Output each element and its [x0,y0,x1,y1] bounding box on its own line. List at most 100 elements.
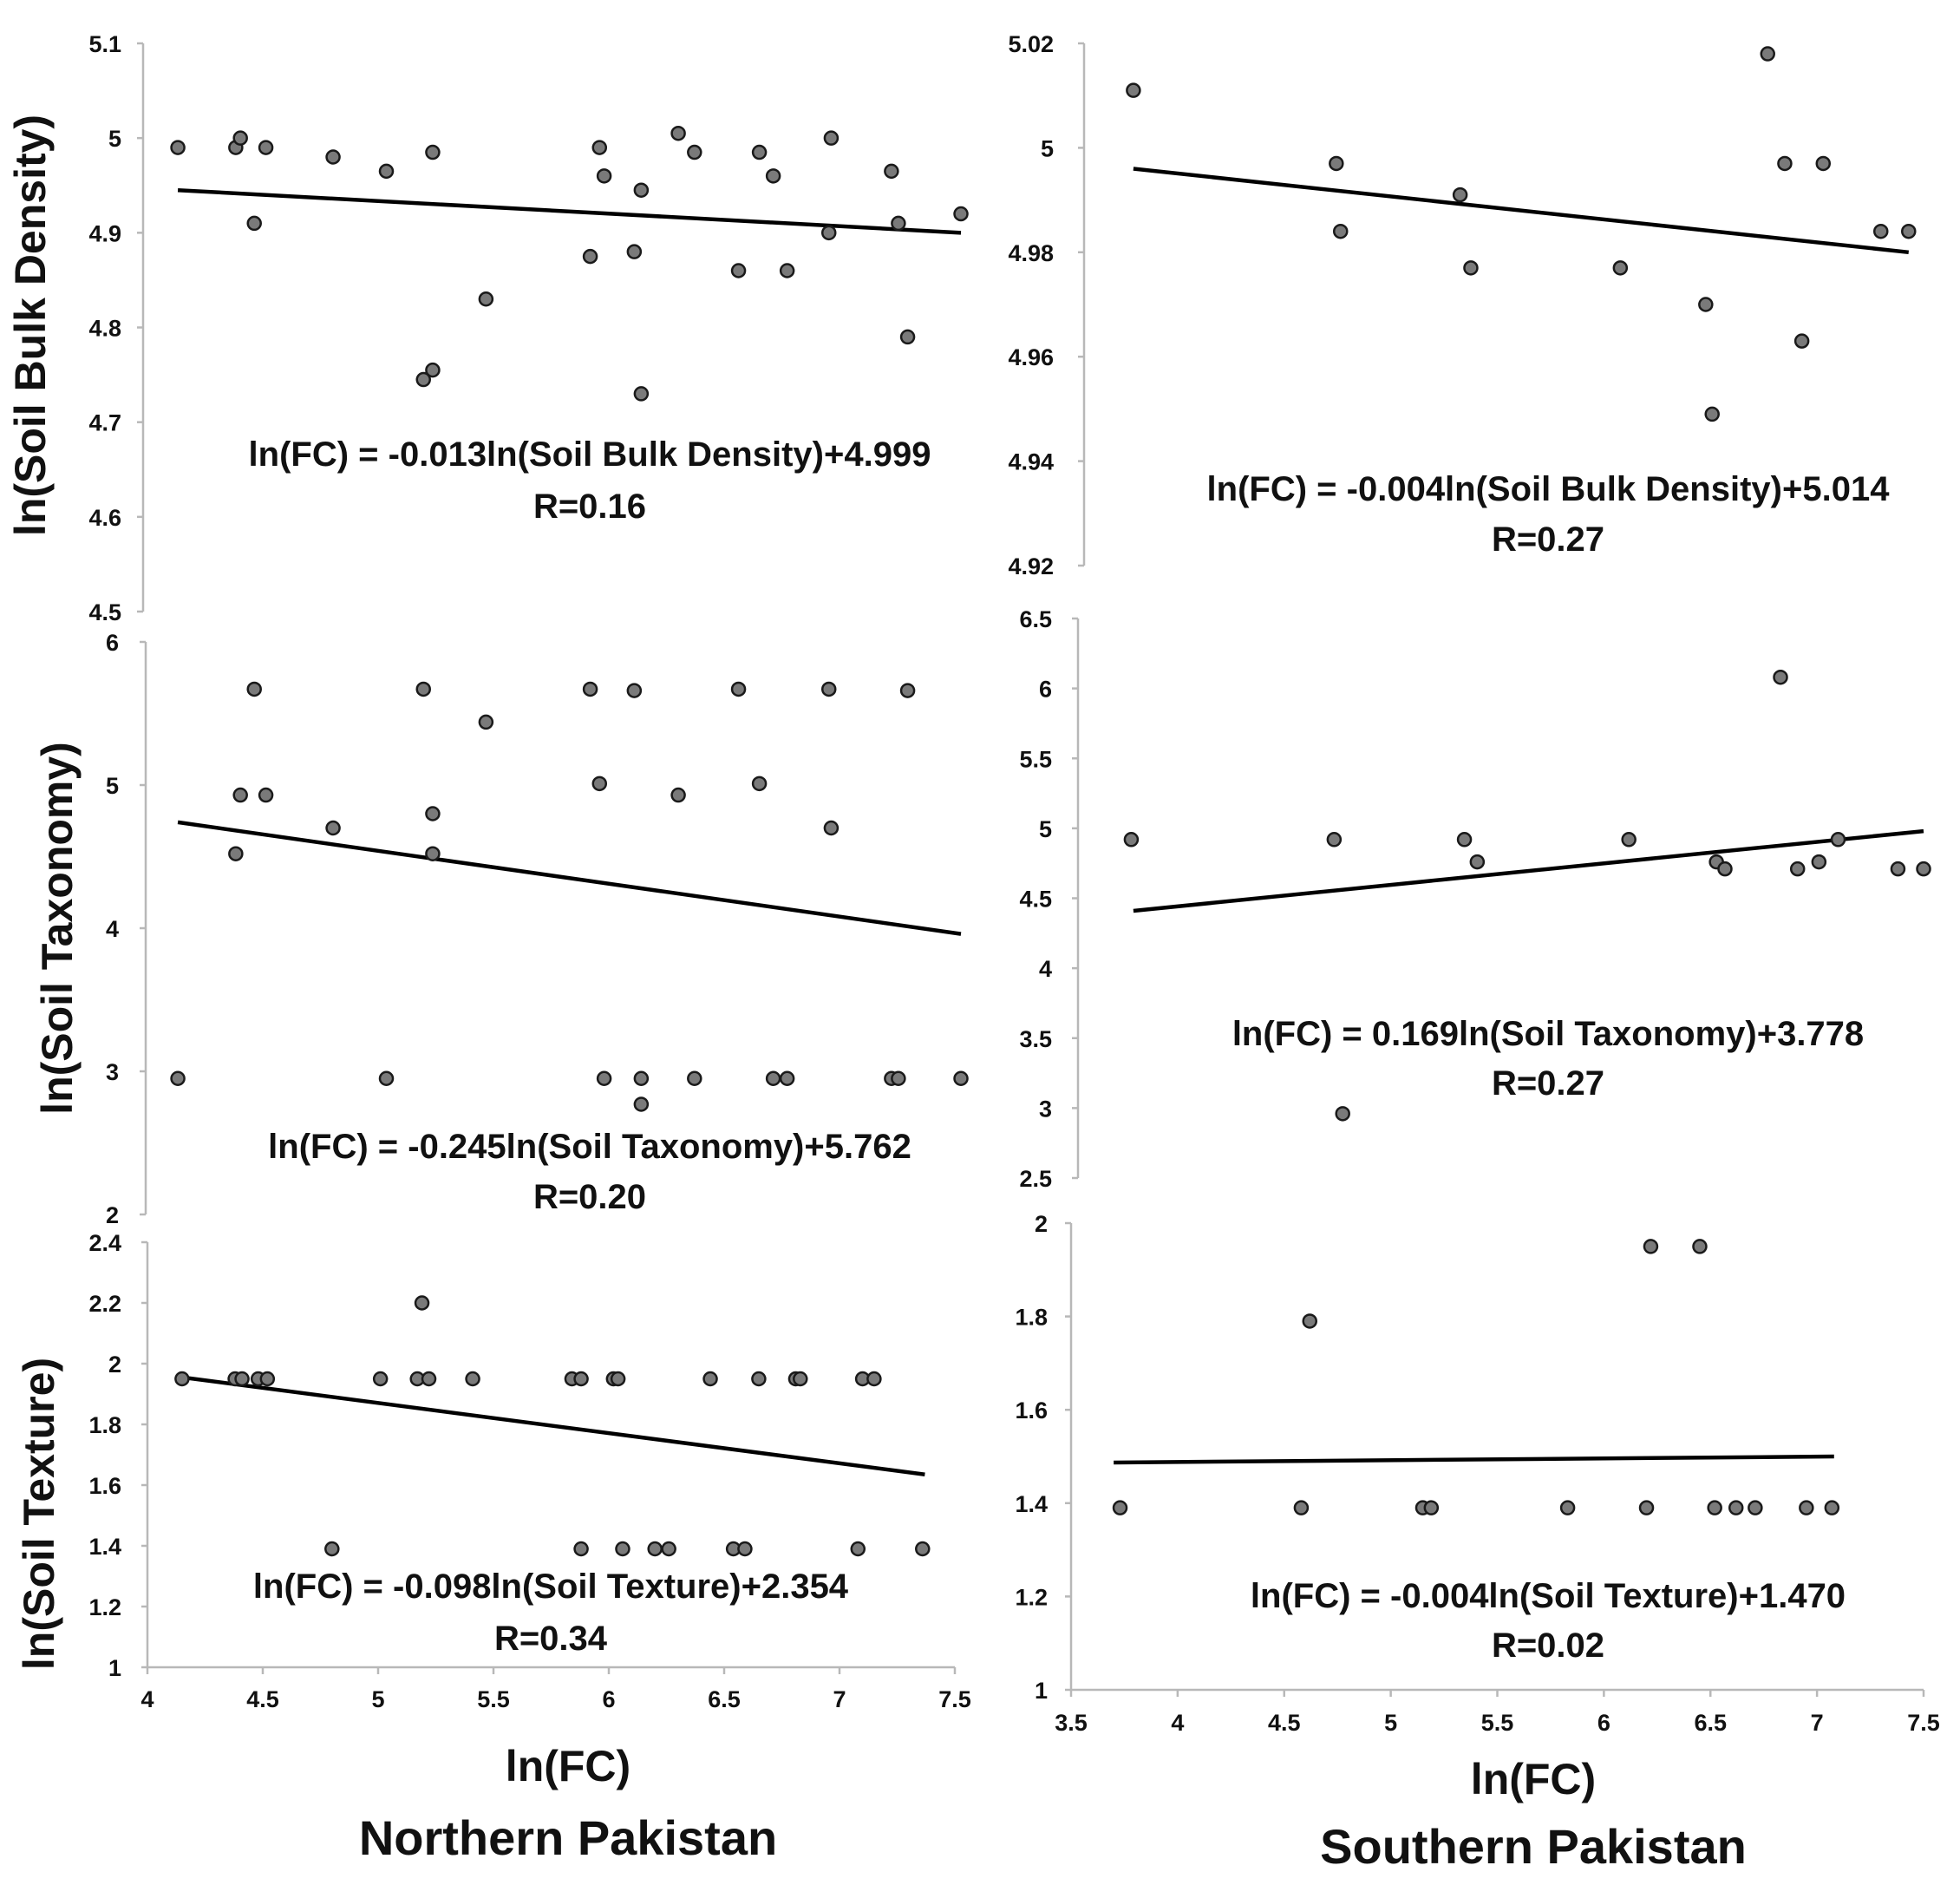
data-point [478,714,494,730]
y-tick-label: 5 [108,126,121,152]
data-point [1773,669,1788,685]
data-point [1329,155,1344,172]
y-tick-label: 5.1 [88,31,121,57]
y-tick-label: 4.92 [1008,553,1054,579]
data-point [465,1371,480,1387]
trend-line [1133,828,1924,913]
data-point [765,1070,781,1086]
data-point [1423,1500,1440,1515]
data-point [573,1541,589,1557]
data-point [647,1541,663,1557]
data-point [1621,832,1637,848]
data-point [325,149,341,165]
data-point [414,1295,430,1311]
y-tick-label: 5.02 [1008,31,1054,57]
data-point [573,1371,589,1387]
data-point [1789,861,1806,877]
data-point [1830,832,1846,848]
data-point [1452,187,1468,203]
trend-line [177,820,962,936]
regression-equation: ln(FC) = -0.004ln(Soil Texture)+1.470 [1251,1577,1846,1615]
y-title-bulk-density: ln(Soil Bulk Density) [6,115,55,536]
y-tick-label: 1 [1035,1678,1048,1704]
data-point [234,1371,250,1387]
regression-equation: ln(FC) = 0.169ln(Soil Taxonomy)+3.778 [1232,1015,1864,1053]
data-point [1824,1500,1840,1515]
data-point [730,263,747,278]
data-point [1799,1500,1814,1515]
y-title-texture: ln(Soil Texture) [15,1358,63,1670]
data-point [258,140,274,155]
data-point [1748,1500,1763,1515]
data-point [415,681,431,697]
data-point [820,681,837,697]
data-point [170,1070,186,1086]
data-point [751,1371,767,1387]
data-point [259,1371,276,1387]
y-tick-label: 1.2 [88,1594,121,1620]
x-tick-label: 4.5 [1268,1710,1301,1736]
y-tick-label: 3 [1039,1096,1052,1122]
data-point [670,787,686,803]
y-tick-label: 2.2 [88,1291,121,1317]
data-point [687,144,702,160]
y-tick-label: 1.6 [88,1473,121,1499]
data-point [1793,333,1810,349]
data-point [425,846,441,861]
data-point [899,329,916,345]
data-point [232,787,248,803]
r-value-label: R=0.02 [1492,1626,1604,1665]
data-point [591,776,608,792]
data-point [1901,223,1917,239]
data-point [626,244,643,259]
y-tick-label: 4 [1039,956,1052,982]
x-tick-label: 6 [1597,1710,1610,1736]
x-tick-label: 5 [1384,1710,1397,1736]
data-point [730,681,747,697]
r-value-label: R=0.16 [533,488,646,526]
x-tick-label: 7 [1811,1710,1824,1736]
data-point [478,291,494,307]
y-tick-label: 3.5 [1019,1026,1052,1052]
data-point [415,371,431,388]
data-point [591,140,608,155]
x-title-south: ln(FC) [1471,1755,1596,1803]
trend-line [177,187,962,235]
y-tick-label: 1.8 [88,1412,121,1438]
data-point [1916,861,1931,877]
data-point [378,1070,395,1086]
y-tick-label: 4 [106,916,119,942]
x-tick-label: 3.5 [1055,1710,1088,1736]
trend-line [1133,167,1910,255]
data-point [228,846,244,861]
data-point [866,1371,882,1387]
region-label-north: Northern Pakistan [359,1810,777,1865]
data-point [378,163,395,180]
data-point [765,168,781,184]
data-point [1335,1106,1350,1122]
data-point [702,1371,718,1387]
data-point [751,776,768,792]
data-point [610,1371,626,1387]
data-point [1123,832,1140,848]
data-point [1638,1500,1655,1515]
x-tick-label: 7.5 [938,1686,971,1712]
y-tick-label: 1.2 [1015,1584,1048,1610]
data-point [670,125,686,141]
data-point [823,130,840,146]
r-value-label: R=0.27 [1492,1064,1604,1103]
y-tick-label: 4.98 [1008,240,1054,266]
data-point [626,683,643,698]
y-tick-label: 2 [1035,1211,1048,1237]
data-point [1760,46,1775,62]
data-point [751,144,768,160]
data-point [737,1541,753,1557]
data-point [820,225,837,241]
data-point [246,215,262,232]
regression-equation: ln(FC) = -0.098ln(Soil Texture)+2.354 [253,1568,849,1606]
trend-line [1114,1454,1834,1465]
data-point [1456,832,1473,848]
x-tick-label: 4 [1171,1710,1184,1736]
y-tick-label: 2.5 [1019,1166,1052,1192]
x-tick-label: 5 [371,1686,384,1712]
